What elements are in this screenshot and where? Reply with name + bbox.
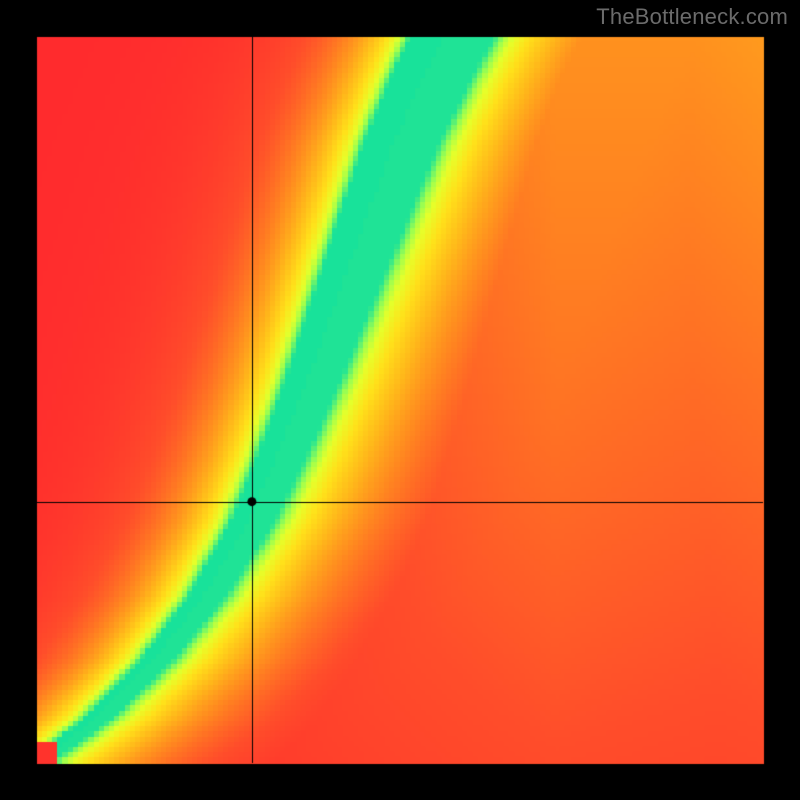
watermark-text: TheBottleneck.com — [596, 4, 788, 30]
chart-container: TheBottleneck.com — [0, 0, 800, 800]
heatmap-canvas — [0, 0, 800, 800]
